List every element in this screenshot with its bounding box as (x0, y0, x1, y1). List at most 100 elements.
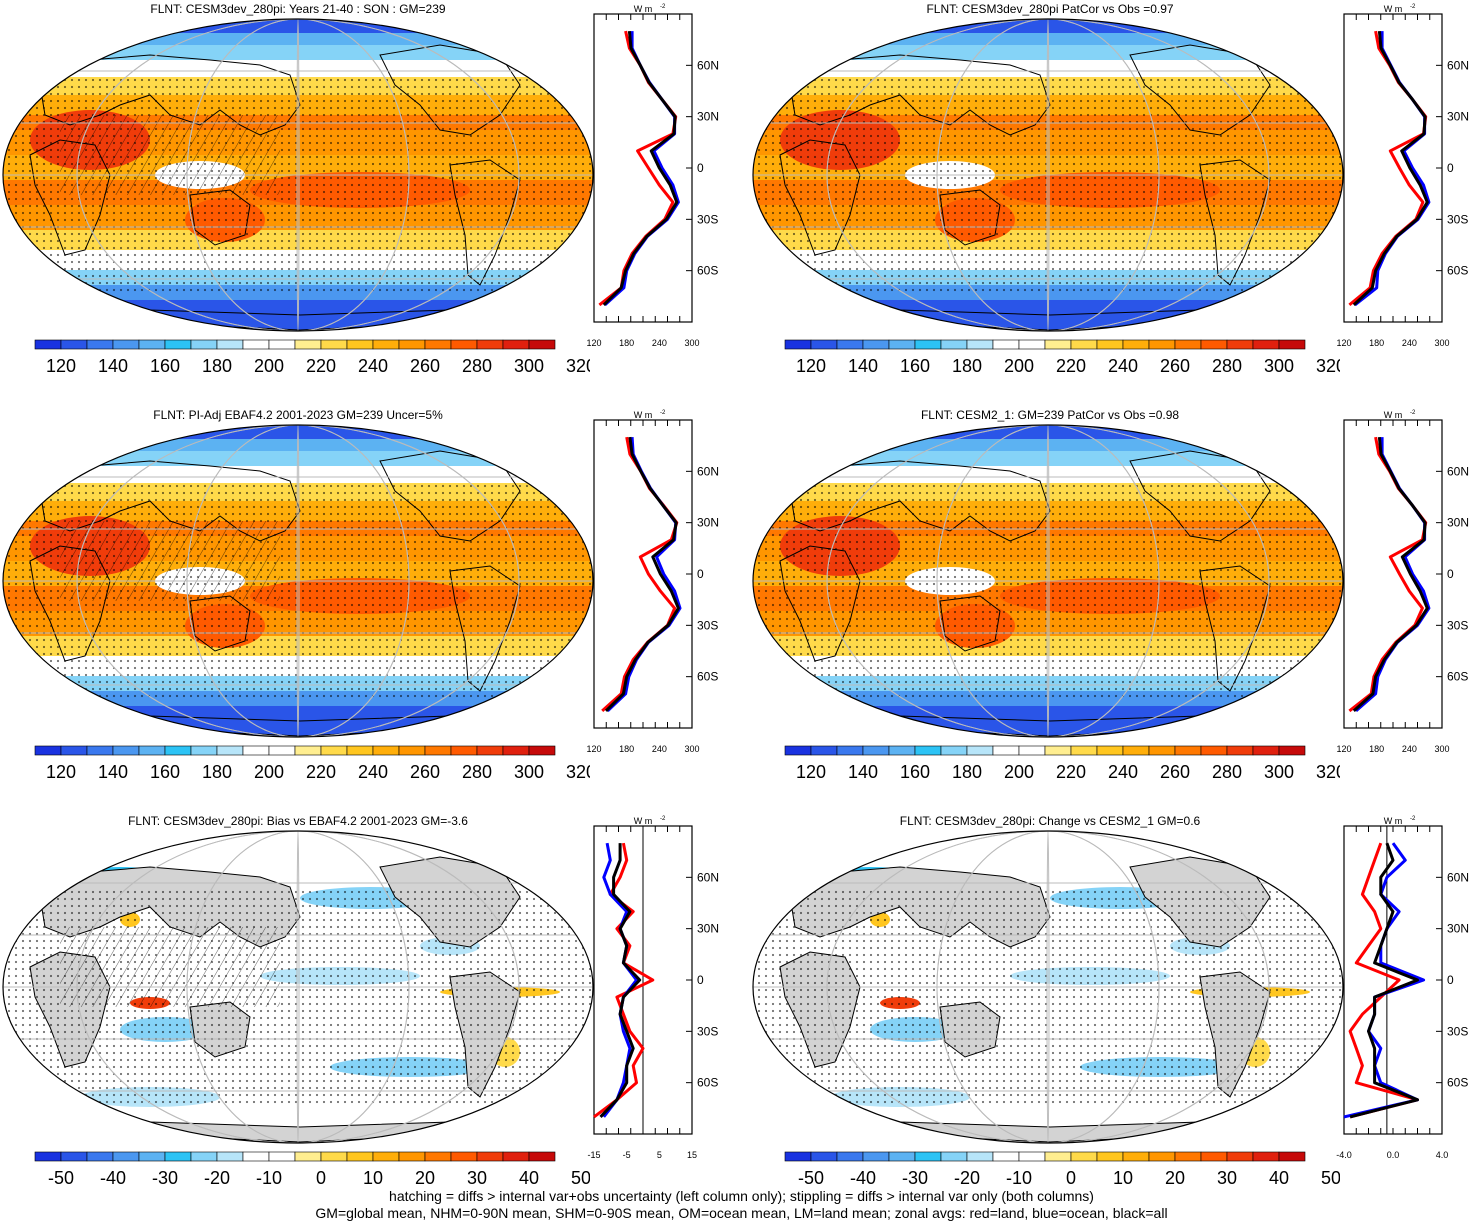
colorbar-swatch (450, 1151, 478, 1162)
colorbar-swatch (1070, 745, 1098, 756)
map-field (753, 19, 1343, 331)
panel-2: FLNT: CESM3dev_280pi PatCor vs Obs =0.97… (750, 0, 1483, 390)
colorbar-swatch (112, 1151, 140, 1162)
x-tick-label: -5 (623, 1150, 631, 1160)
units-label: W m (1384, 410, 1403, 420)
colorbar-label: 10 (363, 1168, 383, 1188)
colorbar-swatch (1174, 1151, 1202, 1162)
colorbar-swatch (528, 339, 556, 350)
lat-label: 0 (697, 973, 704, 987)
map-field (3, 425, 593, 737)
colorbar-swatch (216, 339, 244, 350)
colorbar-swatch (940, 1151, 968, 1162)
field-band (753, 19, 1343, 33)
lat-label: 0 (697, 567, 704, 581)
x-tick-label: 300 (684, 338, 699, 348)
zonal-mean-plot: W m -2 60N 30N 0 30S 60S 120 180 240 300 (586, 410, 719, 754)
colorbar-label: 20 (415, 1168, 435, 1188)
field-band (753, 466, 1343, 483)
colorbar-label: 220 (306, 762, 336, 782)
lat-label: 60S (697, 670, 718, 684)
colorbar-swatch (810, 745, 838, 756)
colorbar-label: 200 (254, 762, 284, 782)
colorbar-swatch (34, 745, 62, 756)
colorbar-label: 20 (1165, 1168, 1185, 1188)
footer-note-1: hatching = diffs > internal var+obs unce… (389, 1188, 1094, 1204)
colorbar-swatch (294, 1151, 322, 1162)
colorbar-swatch (34, 1151, 62, 1162)
colorbar-label: 300 (514, 356, 544, 376)
lat-label: 60S (1447, 1076, 1468, 1090)
colorbar-label: 10 (1113, 1168, 1133, 1188)
colorbar-swatch (398, 745, 426, 756)
field-band (753, 45, 1343, 60)
colorbar-swatch (992, 1151, 1020, 1162)
colorbar-swatch (112, 339, 140, 350)
colorbar-label: 260 (410, 762, 440, 782)
zonal-line-land (598, 30, 678, 307)
colorbar-label: 30 (1217, 1168, 1237, 1188)
zonal-line-ocean (602, 842, 638, 1118)
colorbar-swatch (1252, 1151, 1280, 1162)
x-tick-label: 120 (1336, 744, 1351, 754)
grid-meridian (936, 425, 1160, 737)
colorbar-label: 140 (848, 762, 878, 782)
map-plot (2, 18, 594, 332)
colorbar-swatch (190, 745, 218, 756)
colorbar-label: 320 (566, 762, 590, 782)
colorbar-label: -50 (798, 1168, 824, 1188)
colorbar-swatch (914, 1151, 942, 1162)
x-tick-label: 240 (652, 744, 667, 754)
hatching (60, 927, 280, 1007)
grid-meridian (936, 19, 1160, 331)
colorbar-label: 240 (1108, 762, 1138, 782)
colorbar-swatch (1096, 745, 1124, 756)
colorbar-swatch (784, 339, 812, 350)
colorbar-swatch (862, 1151, 890, 1162)
colorbar-label: 220 (306, 356, 336, 376)
colorbar-label: -50 (48, 1168, 74, 1188)
colorbar-swatch (1044, 339, 1072, 350)
panel-title: FLNT: CESM3dev_280pi: Years 21-40 : SON … (150, 2, 446, 16)
colorbar-label: 0 (316, 1168, 326, 1188)
colorbar-swatch (888, 745, 916, 756)
units-exponent: -2 (1410, 410, 1416, 416)
colorbar-label: 240 (358, 356, 388, 376)
colorbar-label: 320 (566, 356, 590, 376)
units-exponent: -2 (660, 410, 666, 416)
colorbar-swatch (216, 745, 244, 756)
zonal-line-all (599, 843, 642, 1118)
colorbar-swatch (888, 339, 916, 350)
grid-meridian (936, 831, 1160, 1143)
zonal-line-all (1352, 436, 1429, 713)
colorbar-label: 280 (1212, 356, 1242, 376)
field-band (753, 60, 1343, 77)
colorbar-swatch (320, 745, 348, 756)
colorbar-swatch (424, 339, 452, 350)
colorbar-label: 280 (1212, 762, 1242, 782)
map-plot (2, 830, 594, 1144)
colorbar-label: 140 (848, 356, 878, 376)
colorbar-label: 280 (462, 356, 492, 376)
stippling (753, 481, 1343, 701)
field-band (3, 45, 593, 60)
x-tick-label: 180 (619, 338, 634, 348)
grid-meridian (186, 425, 410, 737)
colorbar-swatch (138, 1151, 166, 1162)
colorbar-swatch (966, 1151, 994, 1162)
colorbar-swatch (476, 339, 504, 350)
map-field (3, 19, 593, 331)
zonal-line-ocean (1343, 842, 1426, 1119)
colorbar: -50 -40 -30 -20 -10 0 10 20 30 40 50 (784, 1151, 1340, 1188)
grid-meridian (826, 831, 1270, 1143)
lat-label: 0 (1447, 161, 1454, 175)
lat-label: 30S (1447, 618, 1468, 632)
colorbar-swatch (1096, 339, 1124, 350)
lat-label: 30N (1447, 516, 1469, 530)
map-plot (2, 424, 594, 738)
colorbar-swatch (372, 339, 400, 350)
units-exponent: -2 (660, 4, 666, 10)
colorbar-swatch (1278, 1151, 1306, 1162)
colorbar-swatch (966, 745, 994, 756)
colorbar-swatch (398, 1151, 426, 1162)
